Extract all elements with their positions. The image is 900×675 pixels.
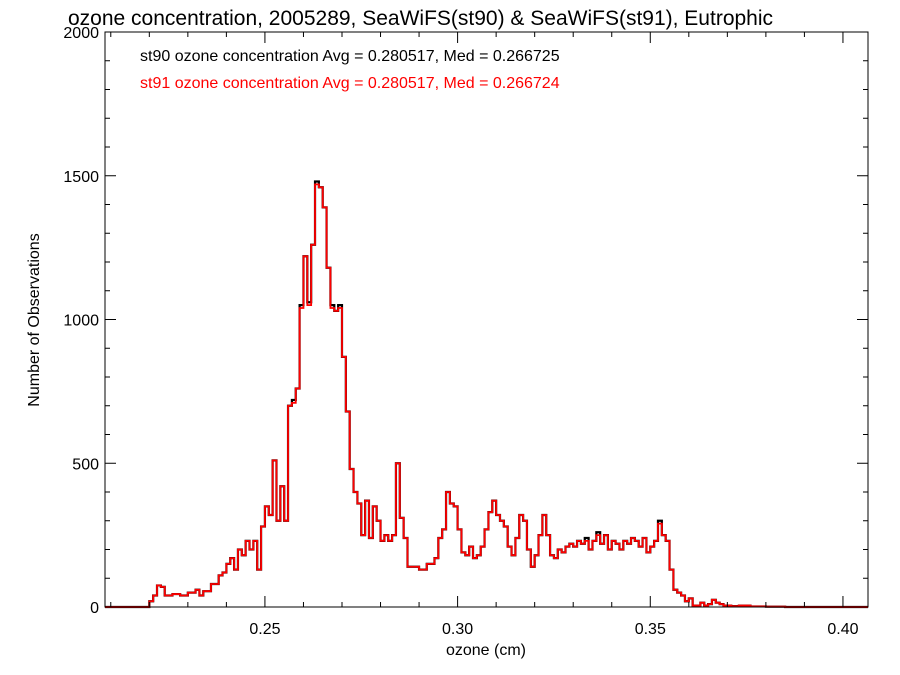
x-axis-label: ozone (cm) [446,642,526,659]
chart-title: ozone concentration, 2005289, SeaWiFS(st… [68,7,773,30]
y-tick-label: 1000 [63,313,99,330]
plot-frame [104,31,869,608]
y-tick-label: 1500 [63,169,99,186]
x-tick-label: 0.40 [827,621,858,638]
x-tick-label: 0.30 [442,621,473,638]
y-tick-label: 2000 [63,25,99,42]
y-tick-label: 0 [90,600,99,617]
legend: st90 ozone concentration Avg = 0.280517,… [140,48,560,92]
series-line-st90 [105,180,868,609]
x-axis-ticks: 0.25 0.30 0.35 0.40 [110,32,859,638]
x-tick-label: 0.35 [635,621,666,638]
x-tick-label: 0.25 [249,621,280,638]
y-tick-label: 500 [72,456,99,473]
plot-lines [105,180,868,609]
series-line-st91 [105,183,868,608]
legend-entry-st91: st91 ozone concentration Avg = 0.280517,… [140,75,560,92]
y-axis-label: Number of Observations [26,233,43,406]
legend-entry-st90: st90 ozone concentration Avg = 0.280517,… [140,48,560,65]
y-axis-ticks: 0 500 1000 1500 2000 [63,25,868,617]
